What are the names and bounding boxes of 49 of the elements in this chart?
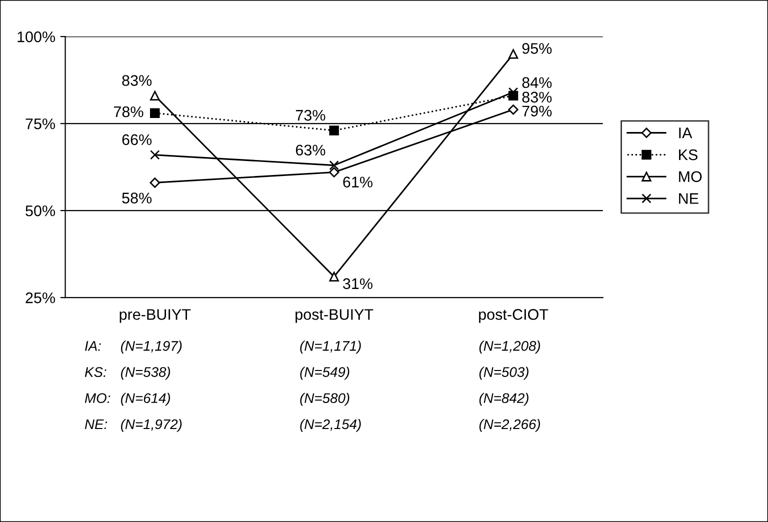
data-label: 84% [522, 77, 552, 88]
y-tick-label: 75% [26, 118, 56, 130]
point [150, 108, 160, 118]
data-label: 58% [122, 192, 152, 204]
point [328, 167, 340, 178]
legend-label: NE [679, 193, 698, 204]
data-label: 83% [522, 92, 552, 103]
data-label: 95% [522, 43, 552, 54]
text: IA: [85, 341, 101, 351]
legend-label: KS [679, 149, 698, 160]
text: (N=842) [479, 392, 528, 406]
y-tick-label: 50% [26, 205, 56, 216]
legend-label: MO [679, 171, 702, 182]
y-tick-label: 25% [26, 292, 56, 304]
text: (N=614) [120, 392, 170, 406]
data-label: 78% [114, 106, 144, 118]
data-label: 66% [122, 134, 152, 146]
point [329, 126, 339, 136]
point [329, 160, 339, 170]
text: (N=2,154) [300, 418, 361, 432]
point [150, 178, 160, 188]
data-label: 61% [343, 176, 372, 188]
text: (N=538) [120, 366, 170, 380]
x-tick-label: post-CIOT [479, 309, 548, 323]
data-label: 31% [342, 278, 372, 290]
x-tick-label: post-BUIYT [296, 309, 374, 323]
text: (N=1,171) [300, 340, 361, 354]
text: NE: [84, 419, 108, 430]
text: (N=2,266) [479, 418, 540, 432]
text: (N=580) [300, 392, 350, 406]
point [150, 90, 160, 101]
text: (N=549) [300, 366, 350, 380]
x-tick-label: pre-BUIYT [120, 309, 191, 323]
data-label: 79% [522, 106, 552, 116]
text: (N=503) [479, 366, 528, 380]
data-label: 73% [296, 110, 326, 121]
data-label: 83% [122, 75, 152, 86]
point [508, 104, 518, 115]
point [150, 150, 160, 160]
text: (N=1,972) [120, 418, 182, 432]
y-tick-label: 100% [18, 31, 56, 42]
text: MO: [84, 393, 110, 404]
point [508, 49, 518, 59]
legend-label: IA [679, 128, 692, 138]
text: (N=1,197) [120, 340, 182, 354]
text: (N=1,208) [479, 340, 540, 354]
text: KS: [84, 367, 106, 377]
data-label: 63% [296, 144, 326, 156]
point [329, 272, 339, 282]
